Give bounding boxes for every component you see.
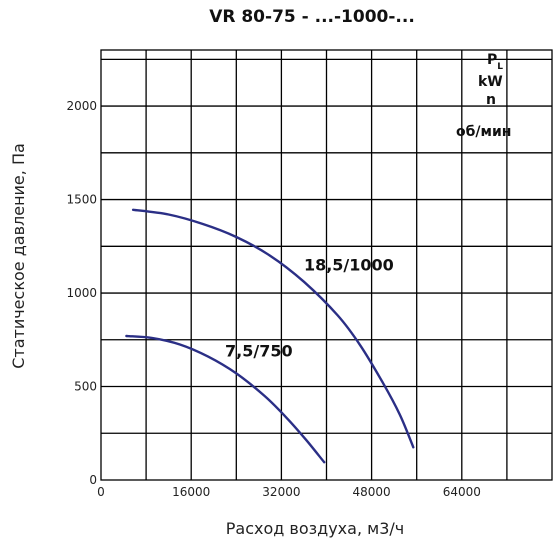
legend-pl-sub: L bbox=[497, 62, 503, 72]
series-label: 7,5/750 bbox=[225, 342, 293, 361]
y-tick-label: 0 bbox=[89, 473, 97, 487]
x-tick-label: 0 bbox=[97, 485, 105, 499]
series-line bbox=[131, 208, 415, 449]
y-tick-label: 1000 bbox=[66, 286, 97, 300]
chart-title: VR 80-75 - ...-1000-... bbox=[209, 7, 415, 27]
legend-line1: PL bbox=[487, 52, 503, 72]
y-tick-label: 500 bbox=[74, 380, 97, 394]
y-tick-label: 1500 bbox=[66, 193, 97, 207]
legend-rpm: об/мин bbox=[456, 124, 511, 140]
x-axis-label: Расход воздуха, м3/ч bbox=[226, 519, 404, 538]
legend-n: n bbox=[486, 92, 496, 108]
y-axis-label: Статическое давление, Па bbox=[9, 143, 28, 369]
legend: PL kW n об/мин bbox=[456, 52, 511, 140]
x-tick-label: 48000 bbox=[353, 485, 391, 499]
legend-kw: kW bbox=[478, 74, 503, 90]
legend-pl: P bbox=[487, 52, 497, 68]
series-label: 18,5/1000 bbox=[304, 256, 394, 275]
x-tick-label: 16000 bbox=[172, 485, 210, 499]
y-tick-label: 2000 bbox=[66, 99, 97, 113]
curves: 18,5/1000 7,5/750 bbox=[125, 208, 415, 464]
grid bbox=[100, 49, 553, 481]
series-line bbox=[125, 334, 326, 464]
tick-labels: 0 16000 32000 48000 64000 0 500 1000 1500 2000 bbox=[66, 99, 480, 499]
x-tick-label: 64000 bbox=[443, 485, 481, 499]
x-tick-label: 32000 bbox=[262, 485, 300, 499]
